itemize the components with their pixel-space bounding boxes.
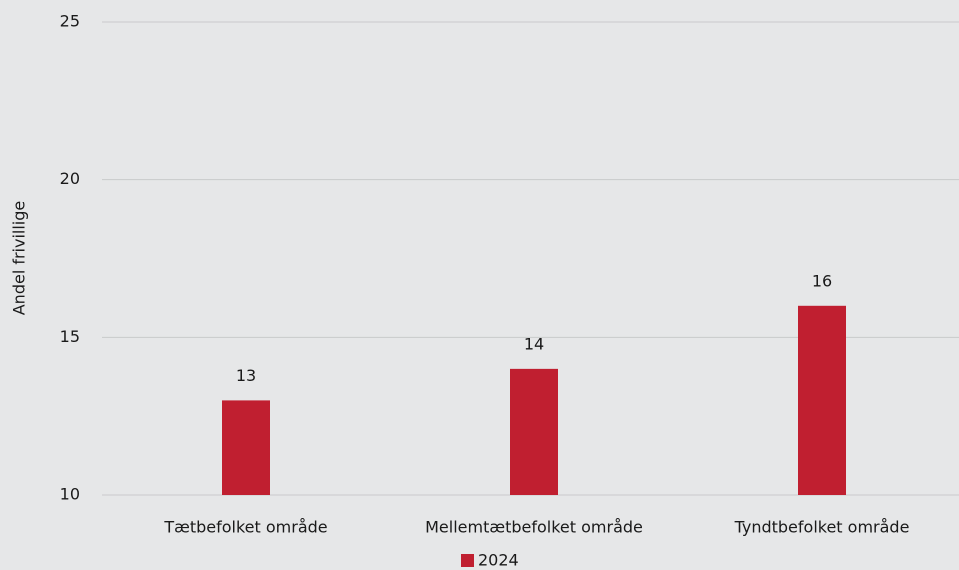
x-tick-label: Mellemtætbefolket område	[425, 518, 643, 537]
y-tick-label: 25	[60, 12, 80, 31]
data-label: 16	[812, 271, 832, 290]
legend-swatch	[461, 554, 474, 567]
data-label: 14	[524, 334, 544, 353]
y-tick-label: 10	[60, 485, 80, 504]
legend-label: 2024	[478, 551, 519, 570]
bar	[798, 305, 846, 495]
x-tick-label: Tætbefolket område	[163, 518, 327, 537]
bar	[222, 400, 270, 495]
x-tick-label: Tyndtbefolket område	[734, 518, 910, 537]
y-tick-label: 20	[60, 169, 80, 188]
y-tick-label: 15	[60, 327, 80, 346]
bar	[510, 368, 558, 495]
data-label: 13	[236, 366, 256, 385]
y-axis-label: Andel frivillige	[10, 201, 29, 316]
